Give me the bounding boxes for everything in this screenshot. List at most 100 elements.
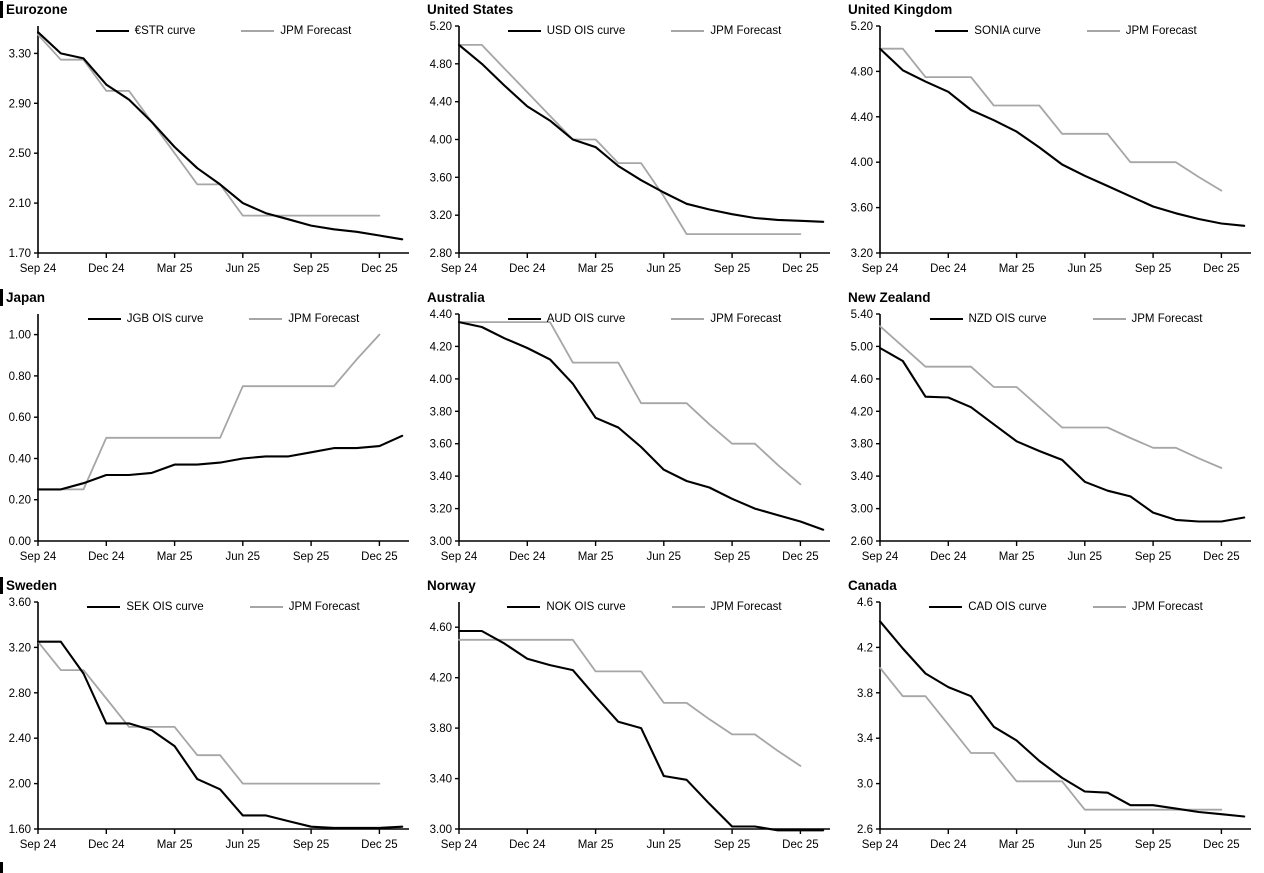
line-chart: 0.00 0.20 0.40 0.60 0.80 1.00 Sep 24 Dec 24 Mar … — [9, 314, 409, 563]
svg-text:3.60: 3.60 — [9, 597, 31, 609]
line-chart: 2.6 3.0 3.4 3.8 4.2 4.6 Sep 24 Dec 24 Mar 25 Jun … — [857, 597, 1251, 851]
svg-text:4.2: 4.2 — [857, 642, 873, 654]
svg-text:2.90: 2.90 — [9, 98, 31, 110]
svg-text:0.00: 0.00 — [9, 536, 31, 548]
chart-panel-canada: Canada CAD OIS curve JPM Forecast 2.6 3.0 3… — [842, 576, 1264, 873]
svg-text:Dec 25: Dec 25 — [1203, 839, 1239, 851]
panel-title: Norway — [427, 578, 476, 593]
chart-panel-united-kingdom: United Kingdom SONIA curve JPM Forecast 3… — [842, 0, 1264, 288]
svg-text:Sep 25: Sep 25 — [293, 551, 329, 563]
svg-text:4.40: 4.40 — [430, 97, 452, 109]
svg-text:3.4: 3.4 — [857, 733, 874, 745]
svg-text:Dec 25: Dec 25 — [361, 839, 397, 851]
svg-text:Mar 25: Mar 25 — [999, 839, 1035, 851]
svg-text:Dec 24: Dec 24 — [88, 839, 125, 851]
svg-text:5.40: 5.40 — [851, 309, 873, 321]
line-chart: 1.60 2.00 2.40 2.80 3.20 3.60 Sep 24 Dec 24 Mar … — [9, 597, 409, 851]
svg-text:4.6: 4.6 — [857, 597, 873, 609]
svg-text:Sep 24: Sep 24 — [441, 839, 478, 851]
svg-text:1.00: 1.00 — [9, 330, 31, 342]
panel-title: Canada — [848, 578, 897, 593]
svg-text:Mar 25: Mar 25 — [157, 839, 193, 851]
panel-title: New Zealand — [848, 290, 931, 305]
svg-text:Dec 25: Dec 25 — [361, 551, 397, 563]
svg-text:Jun 25: Jun 25 — [226, 263, 261, 275]
svg-text:3.60: 3.60 — [430, 439, 452, 451]
svg-text:Jun 25: Jun 25 — [647, 839, 682, 851]
svg-text:4.60: 4.60 — [430, 622, 452, 634]
svg-text:Dec 24: Dec 24 — [509, 839, 546, 851]
chart-panel-norway: Norway NOK OIS curve JPM Forecast 3.00 3.4… — [421, 576, 842, 873]
svg-text:Dec 25: Dec 25 — [361, 263, 397, 275]
section-marker — [0, 289, 3, 306]
svg-text:4.80: 4.80 — [430, 59, 452, 71]
svg-text:3.20: 3.20 — [9, 642, 31, 654]
svg-text:3.60: 3.60 — [851, 203, 873, 215]
svg-text:Jun 25: Jun 25 — [647, 551, 682, 563]
svg-text:2.80: 2.80 — [430, 248, 452, 260]
chart-area: USD OIS curve JPM Forecast 2.80 3.20 3.60 4.… — [421, 20, 842, 285]
svg-text:1.60: 1.60 — [9, 824, 31, 836]
chart-area: SEK OIS curve JPM Forecast 1.60 2.00 2.40 2.… — [0, 596, 421, 861]
chart-area: CAD OIS curve JPM Forecast 2.6 3.0 3.4 3.8 4.… — [842, 596, 1264, 861]
svg-text:Dec 24: Dec 24 — [509, 551, 546, 563]
chart-area: SONIA curve JPM Forecast 3.20 3.60 4.00 4.40… — [842, 20, 1264, 285]
svg-text:3.80: 3.80 — [430, 723, 452, 735]
svg-text:0.40: 0.40 — [9, 454, 31, 466]
svg-text:5.20: 5.20 — [430, 21, 452, 33]
line-chart: 2.80 3.20 3.60 4.00 4.40 4.80 5.20 Sep 24 Dec 24… — [430, 21, 830, 275]
svg-text:2.6: 2.6 — [857, 824, 873, 836]
svg-text:Jun 25: Jun 25 — [1068, 839, 1103, 851]
svg-text:3.00: 3.00 — [430, 536, 452, 548]
panel-title: United Kingdom — [848, 2, 953, 17]
svg-text:Sep 25: Sep 25 — [1135, 551, 1171, 563]
svg-text:Sep 25: Sep 25 — [714, 263, 750, 275]
svg-text:4.40: 4.40 — [851, 112, 873, 124]
svg-text:3.40: 3.40 — [851, 471, 873, 483]
svg-text:2.60: 2.60 — [851, 536, 873, 548]
svg-text:1.70: 1.70 — [9, 248, 31, 260]
svg-text:Sep 24: Sep 24 — [20, 839, 57, 851]
svg-text:Sep 25: Sep 25 — [714, 839, 750, 851]
svg-text:Mar 25: Mar 25 — [578, 839, 614, 851]
svg-text:Jun 25: Jun 25 — [226, 551, 261, 563]
panel-title: United States — [427, 2, 514, 17]
line-chart: 3.00 3.40 3.80 4.20 4.60 Sep 24 Dec 24 Mar 25 Ju… — [430, 602, 830, 851]
svg-text:4.00: 4.00 — [430, 135, 452, 147]
svg-text:3.00: 3.00 — [430, 824, 452, 836]
svg-text:3.40: 3.40 — [430, 774, 452, 786]
svg-text:Dec 24: Dec 24 — [930, 551, 967, 563]
svg-text:3.40: 3.40 — [430, 471, 452, 483]
chart-panel-eurozone: Eurozone €STR curve JPM Forecast 1.70 2.10… — [0, 0, 421, 288]
svg-text:3.30: 3.30 — [9, 48, 31, 60]
svg-text:4.00: 4.00 — [430, 374, 452, 386]
svg-text:Mar 25: Mar 25 — [999, 263, 1035, 275]
svg-text:Sep 24: Sep 24 — [20, 263, 57, 275]
svg-text:3.20: 3.20 — [851, 248, 873, 260]
svg-text:Jun 25: Jun 25 — [1068, 263, 1103, 275]
svg-text:Dec 24: Dec 24 — [930, 839, 967, 851]
svg-text:3.20: 3.20 — [430, 210, 452, 222]
svg-text:3.8: 3.8 — [857, 688, 873, 700]
panel-title: Sweden — [6, 578, 58, 593]
svg-text:Dec 24: Dec 24 — [88, 551, 125, 563]
svg-text:4.20: 4.20 — [851, 406, 873, 418]
svg-text:Sep 25: Sep 25 — [1135, 839, 1171, 851]
chart-panel-australia: Australia AUD OIS curve JPM Forecast 3.00… — [421, 288, 842, 576]
svg-text:Sep 25: Sep 25 — [293, 263, 329, 275]
line-chart: 3.20 3.60 4.00 4.40 4.80 5.20 Sep 24 Dec 24 Mar … — [851, 21, 1251, 275]
chart-panel-sweden: Sweden SEK OIS curve JPM Forecast 1.60 2.0… — [0, 576, 421, 873]
panel-title: Eurozone — [6, 2, 68, 17]
svg-text:Sep 24: Sep 24 — [862, 263, 899, 275]
svg-text:0.80: 0.80 — [9, 371, 31, 383]
svg-text:Dec 25: Dec 25 — [1203, 263, 1239, 275]
svg-text:0.20: 0.20 — [9, 495, 31, 507]
section-marker — [0, 1, 3, 18]
svg-text:4.20: 4.20 — [430, 341, 452, 353]
svg-text:3.20: 3.20 — [430, 504, 452, 516]
panel-title: Australia — [427, 290, 485, 305]
svg-text:3.80: 3.80 — [430, 406, 452, 418]
svg-text:4.40: 4.40 — [430, 309, 452, 321]
